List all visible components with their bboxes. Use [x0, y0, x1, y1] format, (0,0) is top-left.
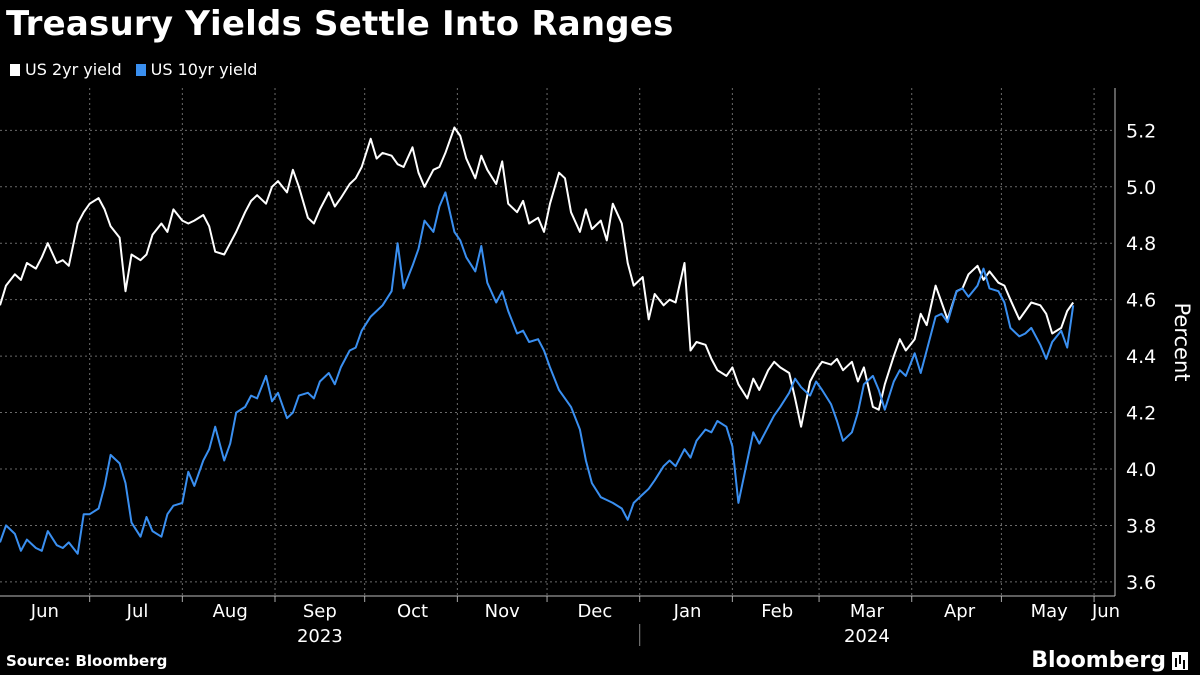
legend-item-2yr: US 2yr yield [10, 60, 122, 79]
series-line-10yr [0, 191, 1075, 555]
legend-swatch-2yr [10, 63, 20, 76]
x-tick-label: Apr [944, 601, 976, 622]
legend-item-10yr: US 10yr yield [135, 60, 258, 79]
x-tick-label: Jun [30, 601, 59, 622]
y-axis-title: Percent [1170, 302, 1194, 381]
y-tick-label: 5.0 [1126, 177, 1156, 199]
y-tick-label: 4.4 [1126, 346, 1156, 368]
x-tick-label: Mar [850, 601, 885, 622]
x-tick-label: May [1031, 601, 1069, 622]
chart-title: Treasury Yields Settle Into Ranges [6, 4, 674, 44]
y-tick-label: 4.6 [1126, 290, 1156, 312]
brand-name: Bloomberg [1031, 648, 1166, 673]
x-tick-label: Nov [485, 601, 520, 622]
y-tick-label: 4.8 [1126, 233, 1156, 255]
y-tick-label: 3.8 [1126, 515, 1156, 537]
y-tick-label: 5.2 [1126, 120, 1156, 142]
series-line-2yr [0, 126, 1075, 428]
legend-label-2yr: US 2yr yield [25, 60, 122, 79]
y-tick-label: 3.6 [1126, 572, 1156, 594]
x-tick-label: Sep [303, 601, 337, 622]
bloomberg-terminal-icon [1172, 651, 1188, 670]
x-tick-label: Jun [1091, 601, 1120, 622]
source-note: Source: Bloomberg [6, 652, 168, 670]
x-tick-label: Jan [673, 601, 702, 622]
year-label: 2024 [844, 626, 890, 647]
legend-label-10yr: US 10yr yield [150, 60, 258, 79]
x-tick-label: Aug [213, 601, 248, 622]
y-tick-label: 4.0 [1126, 459, 1156, 481]
legend-swatch-10yr [135, 63, 146, 76]
chart-legend: US 2yr yield US 10yr yield [10, 60, 257, 79]
x-tick-label: Oct [397, 601, 428, 622]
x-tick-label: Feb [761, 601, 793, 622]
y-tick-label: 4.2 [1126, 403, 1156, 425]
x-tick-label: Jul [126, 601, 149, 622]
bloomberg-logo: Bloomberg [1031, 648, 1188, 673]
year-label: 2023 [297, 626, 343, 647]
x-tick-label: Dec [577, 601, 612, 622]
